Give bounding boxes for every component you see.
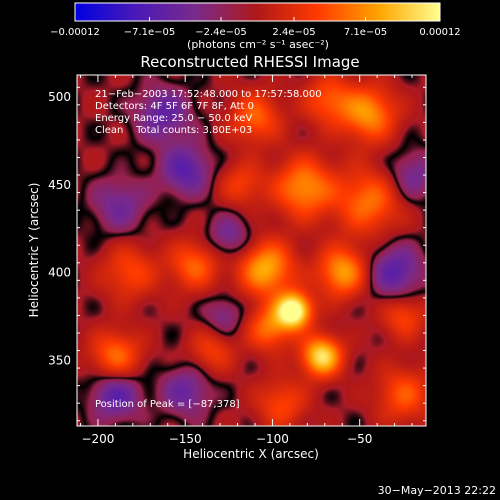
peak-position-label: Position of Peak = [−87,378]: [95, 399, 240, 410]
colorbar-unit-label: (photons cm⁻² s⁻¹ asec⁻²): [187, 38, 329, 51]
x-tick-label: −50: [347, 432, 372, 446]
colorbar-tick-label: −7.1e−05: [124, 27, 176, 38]
colorbar-tick-label: −0.00012: [50, 27, 100, 38]
x-tick-label: −200: [81, 432, 114, 446]
heatmap-container: [77, 75, 426, 426]
annotation-block: 21−Feb−2003 17:52:48.000 to 17:57:58.000…: [95, 89, 322, 136]
annotation-total-counts: Clean Total counts: 3.80E+03: [95, 125, 252, 136]
annotation-energy-range: Energy Range: 25.0 − 50.0 keV: [95, 113, 252, 124]
plot-frame: [76, 74, 427, 427]
colorbar-tick-label: 7.1e−05: [344, 27, 387, 38]
colorbar-bar: [74, 2, 441, 22]
y-tick-label: 350: [48, 353, 71, 367]
y-tick-label: 450: [48, 178, 71, 192]
x-tick-label: −100: [256, 432, 289, 446]
y-tick-label: 400: [48, 266, 71, 280]
y-axis-label: Heliocentric Y (arcsec): [27, 183, 41, 318]
x-axis: −200 −150 −100 −50: [79, 75, 413, 446]
heatmap-canvas: [77, 75, 426, 426]
colorbar-tick-label: 2.4e−05: [272, 27, 315, 38]
x-tick-label: −150: [169, 432, 202, 446]
y-axis: 350 400 450 500: [48, 86, 426, 422]
footer-timestamp: 30−May−2013 22:22: [378, 484, 496, 497]
colorbar: −0.00012 −7.1e−05 −2.4e−05 2.4e−05 7.1e−05 0.…: [50, 2, 461, 51]
colorbar-tick-label: −2.4e−05: [195, 27, 247, 38]
annotation-time-range: 21−Feb−2003 17:52:48.000 to 17:57:58.000: [95, 89, 322, 100]
annotation-detectors: Detectors: 4F 5F 6F 7F 8F, Att 0: [95, 101, 254, 112]
y-tick-label: 500: [48, 90, 71, 104]
colorbar-ticks: −0.00012 −7.1e−05 −2.4e−05 2.4e−05 7.1e−05 0.…: [50, 17, 461, 38]
chart-title: Reconstructed RHESSI Image: [140, 53, 359, 71]
x-axis-label: Heliocentric X (arcsec): [183, 447, 319, 461]
colorbar-tick-label: 0.00012: [419, 27, 460, 38]
